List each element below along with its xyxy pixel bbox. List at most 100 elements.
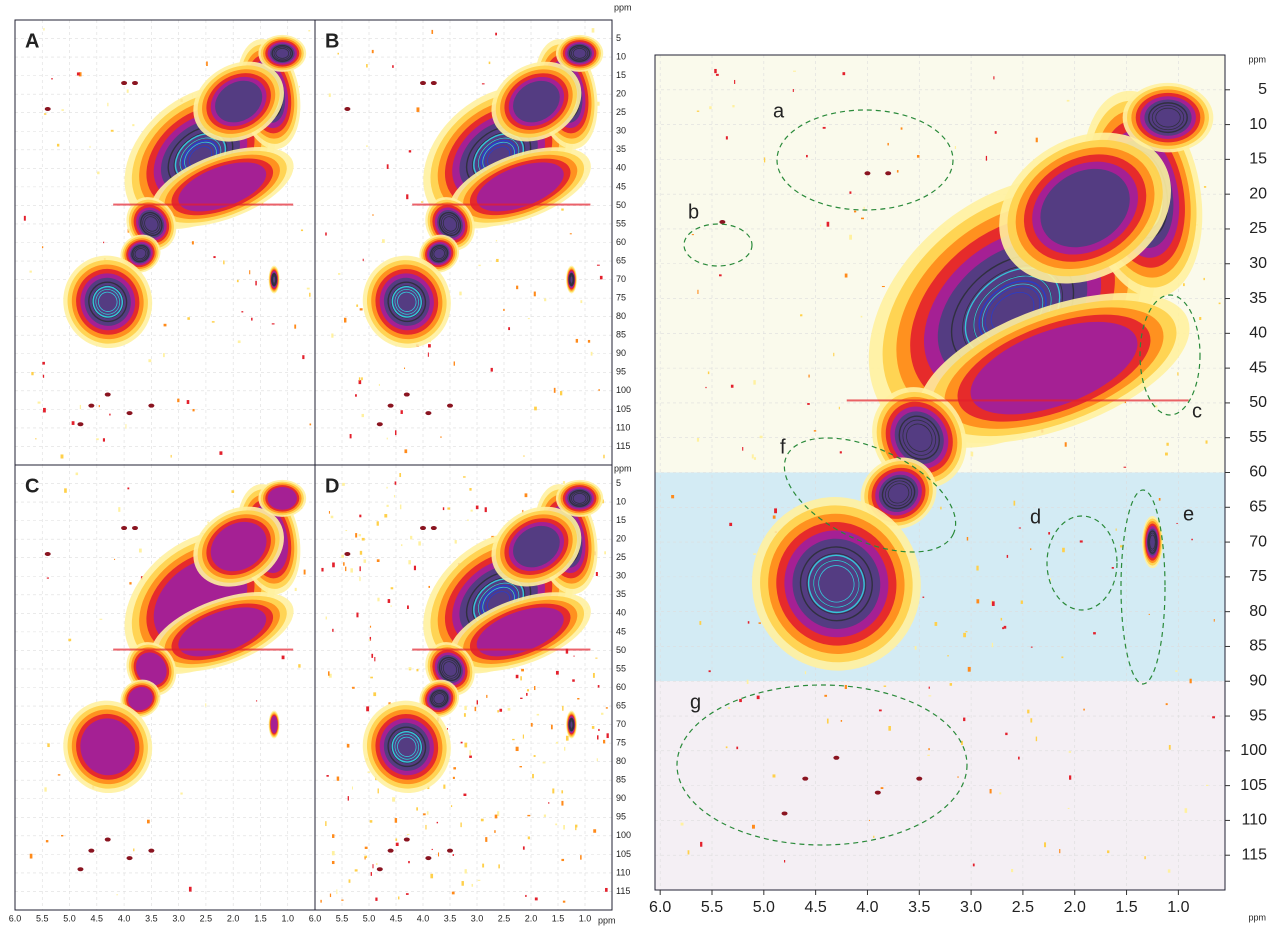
minor-peak (425, 411, 432, 416)
noise (251, 317, 253, 321)
noise (1006, 554, 1009, 558)
peak-contour (433, 693, 445, 705)
noise (114, 558, 116, 561)
noise (47, 743, 50, 748)
x-tick-label: 3.5 (444, 913, 457, 923)
noise (860, 315, 863, 318)
minor-peak (121, 81, 128, 86)
y-tick-label: 10 (1249, 116, 1267, 133)
noise (826, 221, 830, 227)
noise (559, 391, 563, 396)
noise (377, 788, 379, 794)
noise (922, 596, 925, 598)
noise (363, 559, 367, 563)
noise (408, 667, 412, 671)
noise (57, 774, 61, 776)
noise (367, 771, 371, 773)
x-tick-label: 4.0 (856, 899, 878, 916)
noise (928, 686, 930, 689)
noise (603, 739, 606, 744)
noise (388, 702, 391, 706)
noise (522, 846, 525, 850)
noise (970, 451, 974, 457)
noise (598, 728, 600, 731)
peak-contour (438, 656, 462, 682)
minor-peak (425, 856, 432, 861)
noise (739, 698, 742, 703)
noise (1205, 440, 1208, 444)
noise (753, 380, 756, 385)
peak-contour (397, 291, 417, 312)
noise (490, 367, 493, 372)
noise (359, 566, 361, 572)
noise (1064, 442, 1067, 447)
y-tick-label: 15 (1249, 151, 1267, 168)
noise (405, 893, 409, 895)
noise (1003, 625, 1007, 629)
noise (1177, 372, 1179, 376)
noise (1206, 784, 1209, 786)
y-tick-label: 35 (616, 144, 626, 154)
y-tick-label: 65 (616, 700, 626, 710)
peak-contour (430, 244, 449, 263)
noise (587, 339, 591, 343)
x-tick-label: 4.5 (390, 913, 403, 923)
noise (774, 508, 778, 514)
noise (1115, 528, 1117, 531)
noise (394, 430, 397, 436)
minor-peak (447, 403, 453, 408)
noise (378, 383, 380, 386)
noise (849, 191, 852, 194)
noise (1111, 567, 1114, 569)
noise (359, 514, 362, 518)
y-tick-label: 20 (616, 534, 626, 544)
peak-contour (970, 321, 1138, 415)
noise (76, 72, 80, 76)
peak-contour (271, 274, 277, 285)
noise (880, 787, 884, 789)
noise (533, 686, 536, 691)
noise (993, 76, 995, 80)
y-tick-label: 75 (1249, 568, 1267, 585)
noise (999, 792, 1002, 795)
noise (496, 258, 499, 263)
noise (428, 344, 431, 348)
y-tick-label: 110 (616, 422, 630, 432)
y-tick-label: 60 (616, 237, 626, 247)
noise (64, 488, 67, 493)
noise (957, 776, 959, 778)
noise (963, 632, 967, 638)
noise (71, 421, 75, 425)
noise (118, 507, 121, 512)
noise (736, 746, 739, 750)
minor-peak (387, 848, 394, 853)
peak-contour (568, 272, 575, 287)
noise (423, 813, 426, 816)
peak-contour (1040, 168, 1130, 248)
noise (371, 49, 374, 54)
minor-peak (132, 526, 138, 531)
y-tick-label: 95 (1249, 707, 1267, 724)
noise (527, 318, 530, 320)
noise (394, 481, 397, 485)
noise (482, 863, 485, 868)
noise (949, 683, 953, 686)
noise (1018, 756, 1020, 760)
noise (972, 863, 975, 867)
noise (994, 131, 997, 134)
peak-contour (799, 546, 873, 622)
noise (61, 834, 64, 837)
y-tick-label: 90 (1249, 672, 1267, 689)
noise (35, 438, 37, 440)
noise (548, 802, 550, 804)
peak-contour (806, 553, 867, 615)
noise (358, 534, 362, 537)
noise (542, 761, 546, 764)
peak-contour (271, 272, 278, 287)
peak-contour (144, 216, 159, 232)
x-tick-label: 1.0 (1167, 899, 1189, 916)
minor-peak (88, 848, 95, 853)
noise (125, 424, 127, 429)
noise (534, 406, 537, 411)
noise (976, 599, 980, 604)
